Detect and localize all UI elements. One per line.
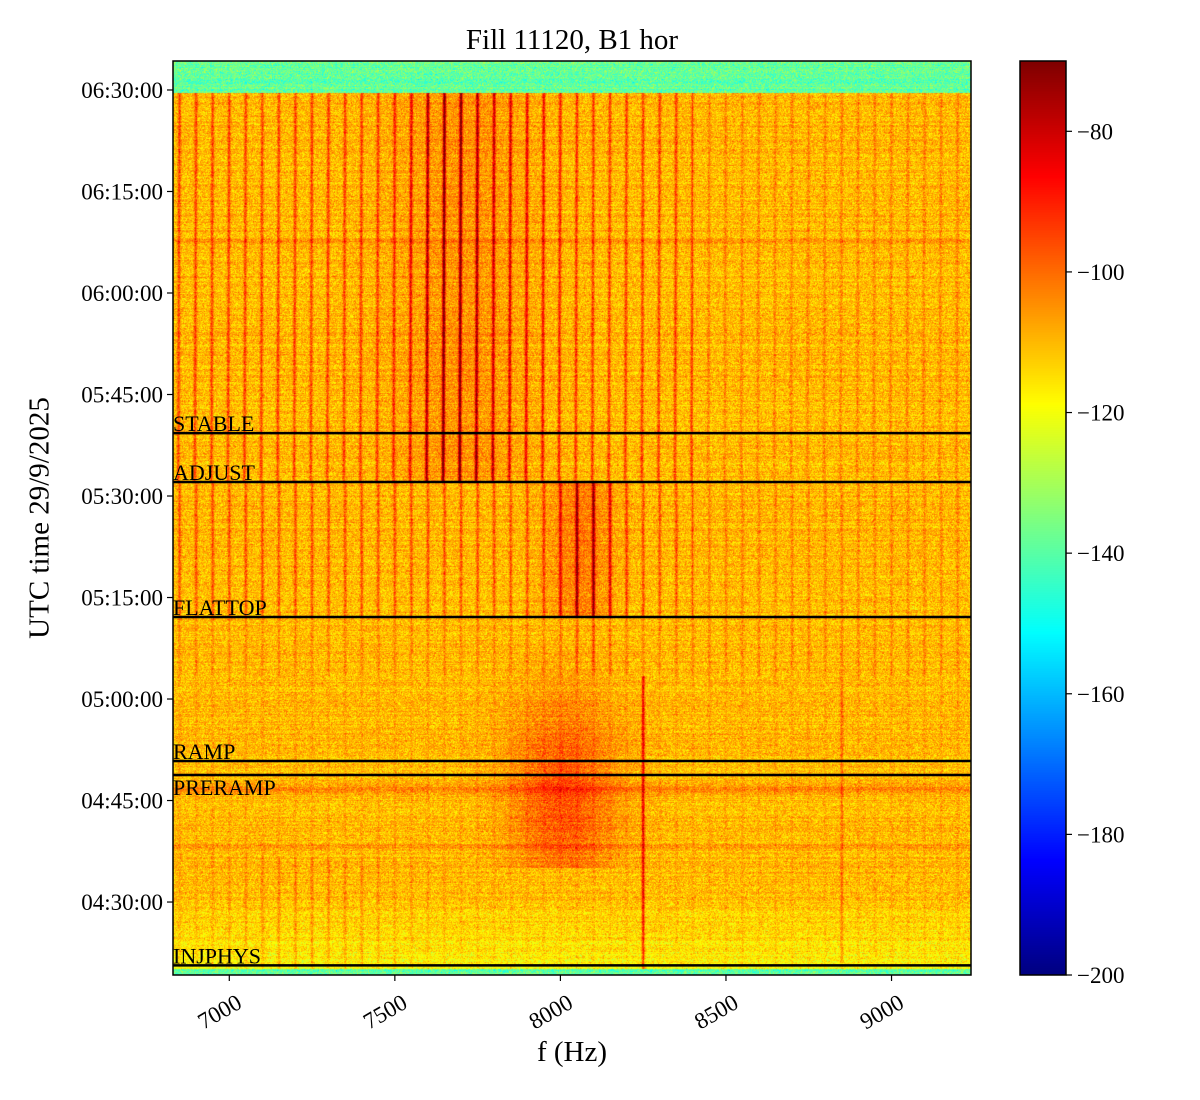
annotation-label-injphys: INJPHYS <box>173 943 261 968</box>
x-tick-label: 7000 <box>193 990 245 1035</box>
y-tick-label: 05:30:00 <box>81 484 163 509</box>
x-tick-label: 7500 <box>359 990 411 1035</box>
colorbar-tick-label: −200 <box>1077 963 1124 988</box>
annotation-label-preramp: PRERAMP <box>173 775 276 800</box>
y-tick-label: 05:00:00 <box>81 687 163 712</box>
y-axis-label: UTC time 29/9/2025 <box>23 397 56 639</box>
annotation-label-flattop: FLATTOP <box>173 595 267 620</box>
x-tick-label: 8000 <box>525 990 577 1035</box>
colorbar-tick-label: −80 <box>1077 119 1113 144</box>
colorbar-tick-label: −100 <box>1077 260 1124 285</box>
annotation-label-stable: STABLE <box>173 411 254 436</box>
colorbar <box>1020 61 1066 975</box>
colorbar-tick-label: −180 <box>1077 822 1124 847</box>
y-tick-label: 06:15:00 <box>81 179 163 204</box>
plot-frame <box>172 60 972 976</box>
annotation-label-adjust: ADJUST <box>173 460 255 485</box>
y-tick-label: 05:15:00 <box>81 586 163 611</box>
chart-title: Fill 11120, B1 hor <box>465 24 679 56</box>
x-axis-label: f (Hz) <box>536 1036 608 1068</box>
spectrogram-image <box>173 61 971 975</box>
x-tick-label: 9000 <box>856 990 908 1035</box>
y-tick-label: 05:45:00 <box>81 383 163 408</box>
x-tick-label: 8500 <box>690 990 742 1035</box>
y-tick-label: 06:00:00 <box>81 281 163 306</box>
colorbar-tick-label: −140 <box>1077 541 1124 566</box>
y-tick-label: 06:30:00 <box>81 78 163 103</box>
annotation-label-ramp: RAMP <box>173 739 235 764</box>
colorbar-frame <box>1019 60 1067 976</box>
y-tick-label: 04:45:00 <box>81 789 163 814</box>
y-tick-label: 04:30:00 <box>81 890 163 915</box>
colorbar-tick-label: −160 <box>1077 682 1124 707</box>
colorbar-tick-label: −120 <box>1077 401 1124 426</box>
